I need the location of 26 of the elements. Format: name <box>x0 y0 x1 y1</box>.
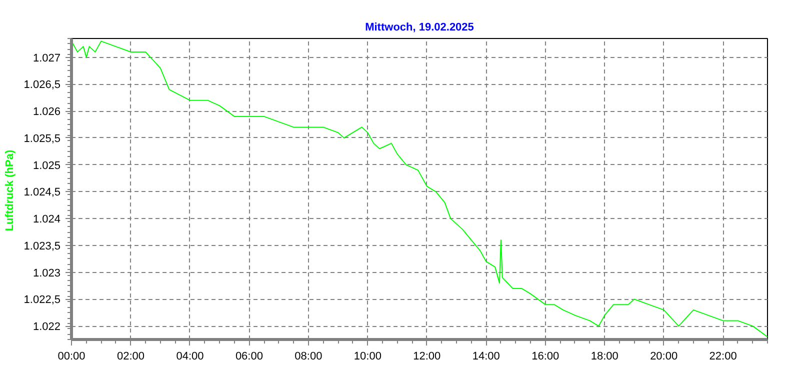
y-tick-label: 1.025 <box>32 160 61 172</box>
x-tick-label: 06:00 <box>235 350 263 362</box>
y-tick-label: 1.026,5 <box>24 79 60 92</box>
x-tick-label: 08:00 <box>294 350 322 362</box>
y-tick-label: 1.024,5 <box>24 186 60 199</box>
y-tick-label: 1.023 <box>32 267 61 280</box>
y-tick-label: 1.026 <box>32 106 61 118</box>
line-series <box>72 40 768 338</box>
x-tick-label: 10:00 <box>354 350 382 362</box>
x-tick-label: 18:00 <box>590 350 618 362</box>
x-tick-label: 12:00 <box>413 350 441 362</box>
y-tick-label: 1.022,5 <box>24 294 60 306</box>
chart-title: Mittwoch, 19.02.2025 <box>365 22 474 34</box>
y-tick-label: 1.027 <box>32 52 61 64</box>
x-tick-label: 04:00 <box>176 350 204 362</box>
y-axis-title: Luftdruck (hPa) <box>4 150 16 232</box>
x-tick-label: 14:00 <box>472 350 500 362</box>
x-tick-label: 22:00 <box>709 350 737 362</box>
x-tick-label: 00:00 <box>58 350 86 362</box>
y-tick-label: 1.025,5 <box>24 132 60 145</box>
x-tick-label: 16:00 <box>532 350 560 362</box>
y-tick-label: 1.024 <box>32 214 61 226</box>
y-tick-label: 1.023,5 <box>24 240 60 252</box>
y-tick-label: 1.022 <box>32 321 61 334</box>
x-tick-label: 02:00 <box>116 350 144 362</box>
x-tick-label: 20:00 <box>650 350 678 362</box>
